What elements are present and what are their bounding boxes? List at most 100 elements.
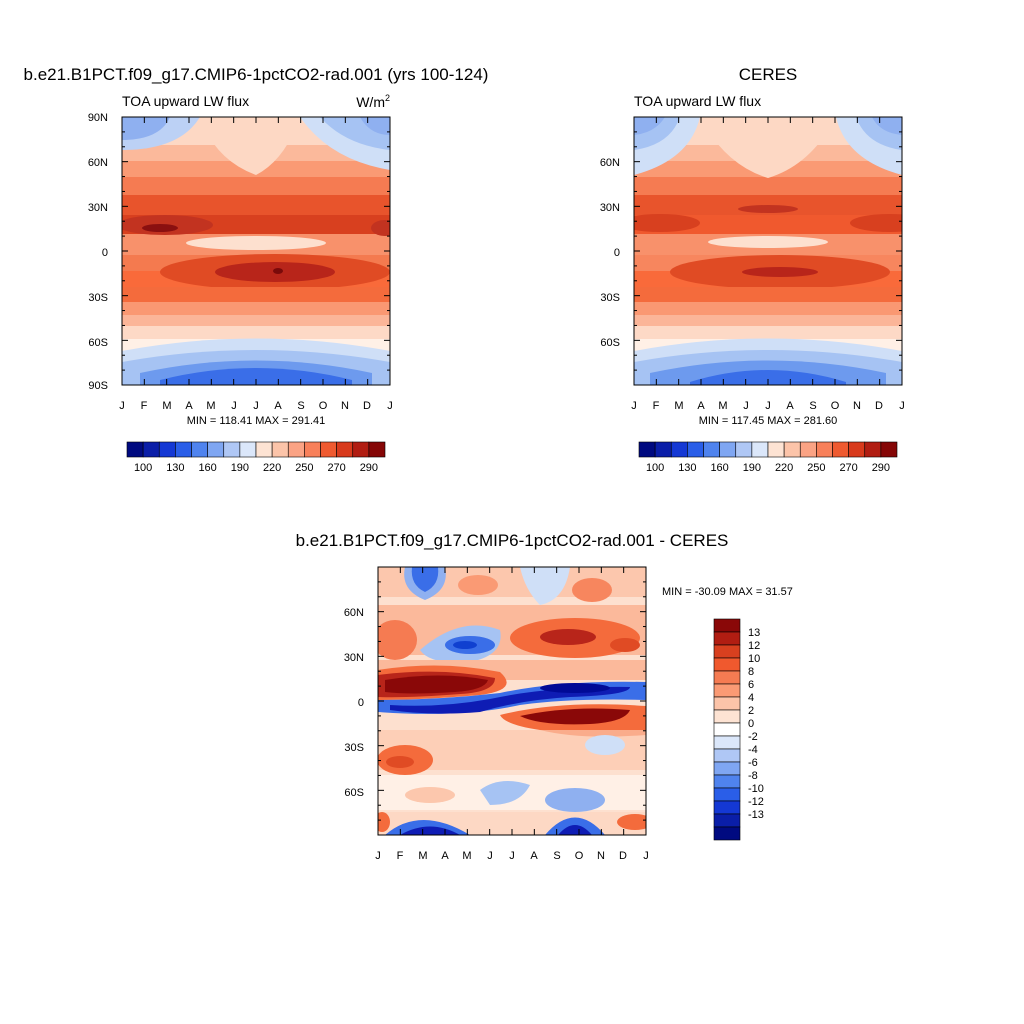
colorbar-swatch: [713, 722, 741, 737]
xtick-label: D: [363, 400, 371, 412]
panel-obs: CERES TOA upward LW flux: [600, 65, 905, 474]
xtick-label: M: [718, 400, 727, 412]
colorbar-swatch: [191, 441, 208, 458]
xtick-label: F: [141, 400, 148, 412]
colorbar-swatch: [713, 631, 741, 646]
colorbar-swatch: [713, 696, 741, 711]
xtick-label: J: [899, 400, 905, 412]
panel-model-subtitle: TOA upward LW flux: [122, 93, 249, 109]
ytick-label: 60N: [88, 157, 108, 169]
colorbar-swatch: [255, 441, 273, 458]
xtick-label: J: [119, 400, 125, 412]
panel-model-title: b.e21.B1PCT.f09_g17.CMIP6-1pctCO2-rad.00…: [24, 65, 489, 84]
colorbar-swatch: [713, 761, 741, 776]
colorbar-tick-label: -13: [748, 809, 764, 821]
colorbar-swatch: [142, 441, 160, 458]
colorbar-tick-label: 12: [748, 640, 760, 652]
ytick-label: 60N: [344, 607, 364, 619]
colorbar-swatch: [207, 441, 225, 458]
xtick-label: J: [509, 850, 515, 862]
xtick-label: J: [253, 400, 259, 412]
ytick-label: 60S: [344, 787, 364, 799]
colorbar-swatch: [719, 441, 737, 458]
colorbar-tick-label: -10: [748, 783, 764, 795]
colorbar-tick-label: 250: [295, 462, 313, 474]
axis-ticks: [121, 116, 903, 836]
panel-model-xaxis: J F M A M J J A S O N D J: [119, 400, 393, 412]
colorbar-tick-label: 270: [839, 462, 857, 474]
ytick-label: 30S: [600, 292, 620, 304]
colorbar-tick-label: 13: [748, 627, 760, 639]
colorbar-tick-label: 250: [807, 462, 825, 474]
panel-model-stats: MIN = 118.41 MAX = 291.41: [187, 415, 326, 427]
xtick-label: S: [553, 850, 560, 862]
xtick-label: J: [631, 400, 637, 412]
panel-diff-xaxis: J F M A M J J A S O N D J: [375, 850, 649, 862]
panel-obs-yaxis: 60N 30N 0 30S 60S: [600, 157, 620, 349]
colorbar-swatch: [271, 441, 289, 458]
panel-obs-subtitle: TOA upward LW flux: [634, 93, 761, 109]
panel-model-yaxis: 90N 60N 30N 0 30S 60S 90S: [88, 112, 108, 392]
xtick-label: J: [487, 850, 493, 862]
colorbar-tick-label: 6: [748, 679, 754, 691]
ytick-label: 30N: [88, 202, 108, 214]
ytick-label: 90S: [88, 380, 108, 392]
colorbar-swatch: [703, 441, 720, 458]
xtick-label: O: [319, 400, 328, 412]
colorbar-swatch: [336, 441, 354, 458]
xtick-label: M: [418, 850, 427, 862]
colorbar-swatch: [304, 441, 321, 458]
colorbar-swatch: [816, 441, 833, 458]
panel-model-field: [122, 117, 390, 385]
colorbar-swatch: [223, 441, 241, 458]
xtick-label: N: [853, 400, 861, 412]
panel-obs-xaxis: J F M A M J J A S O N D J: [631, 400, 905, 412]
colorbar-tick-label: 190: [743, 462, 761, 474]
colorbar-tick-label: 130: [166, 462, 184, 474]
colorbar-swatch: [670, 441, 688, 458]
colorbar-swatch: [654, 441, 672, 458]
colorbar-tick-label: -12: [748, 796, 764, 808]
ytick-label: 60N: [600, 157, 620, 169]
colorbar-swatch: [713, 683, 741, 698]
colorbar-swatch: [687, 441, 704, 458]
colorbar-swatch: [713, 748, 741, 763]
colorbar-tick-label: 100: [134, 462, 152, 474]
colorbar-swatch: [713, 709, 741, 724]
ytick-label: 30S: [88, 292, 108, 304]
panel-model: b.e21.B1PCT.f09_g17.CMIP6-1pctCO2-rad.00…: [24, 65, 489, 474]
xtick-label: A: [530, 850, 538, 862]
colorbar-tick-label: -2: [748, 731, 758, 743]
colorbar-swatch: [783, 441, 801, 458]
panel-diff-stats: MIN = -30.09 MAX = 31.57: [662, 586, 793, 598]
colorbar-swatch: [713, 800, 741, 815]
xtick-label: A: [441, 850, 449, 862]
xtick-label: S: [297, 400, 304, 412]
colorbar-swatch: [713, 735, 741, 750]
panel-diff: b.e21.B1PCT.f09_g17.CMIP6-1pctCO2-rad.00…: [296, 531, 793, 862]
colorbar-swatch: [320, 441, 337, 458]
xtick-label: M: [462, 850, 471, 862]
xtick-label: A: [697, 400, 705, 412]
xtick-label: N: [341, 400, 349, 412]
ytick-label: 30N: [600, 202, 620, 214]
xtick-label: J: [765, 400, 771, 412]
panel-obs-field: [634, 117, 902, 385]
colorbar-tick-label: 290: [360, 462, 378, 474]
colorbar-tick-label: 160: [198, 462, 216, 474]
colorbar-swatch: [848, 441, 866, 458]
panel-obs-colorbar: 100 130 160 190 220 250 270 290: [638, 441, 898, 474]
panel-diff-field: [378, 567, 646, 835]
xtick-label: M: [206, 400, 215, 412]
colorbar-tick-label: 270: [327, 462, 345, 474]
colorbar-tick-label: 10: [748, 653, 760, 665]
colorbar-swatch: [713, 644, 741, 659]
colorbar-swatch: [713, 826, 741, 841]
colorbar-tick-label: 2: [748, 705, 754, 717]
colorbar-swatch: [713, 657, 741, 672]
colorbar-swatch: [287, 441, 305, 458]
colorbar-tick-label: 220: [775, 462, 793, 474]
colorbar-swatch: [799, 441, 817, 458]
